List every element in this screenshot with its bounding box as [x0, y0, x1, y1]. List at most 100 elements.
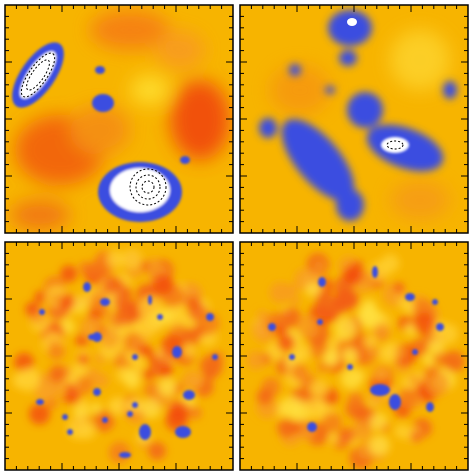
blue-spot — [148, 295, 152, 305]
heat-blob — [247, 351, 266, 370]
heat-blob — [49, 293, 61, 305]
blue-spot — [36, 399, 44, 405]
blue-spot — [132, 402, 138, 408]
heat-blob — [257, 310, 268, 321]
heat-blob — [343, 265, 363, 285]
panel-bottom-right — [240, 242, 468, 470]
blue-spot — [183, 390, 195, 400]
blue-spot — [88, 334, 96, 340]
heat-blob — [277, 334, 295, 352]
heat-blob — [124, 369, 141, 386]
heat-blob — [134, 360, 145, 371]
heat-blob — [65, 389, 81, 405]
heat-blob — [373, 323, 390, 340]
heat-blob — [409, 374, 420, 385]
blue-spot — [67, 429, 73, 435]
blue-spot — [157, 314, 163, 320]
heat-blob — [148, 442, 166, 460]
blue-spot — [405, 293, 415, 301]
blue-spot — [127, 411, 133, 417]
blue-spot — [307, 422, 317, 432]
heat-blob — [444, 351, 465, 372]
heat-blob — [342, 348, 358, 364]
blue-spot — [412, 349, 418, 355]
heat-blob — [339, 428, 355, 444]
heat-blob — [297, 316, 320, 339]
heat-blob — [47, 398, 58, 409]
heat-blob — [333, 298, 348, 313]
blue-spot — [119, 452, 131, 458]
heat-blob — [58, 294, 74, 310]
blue-spot — [426, 402, 434, 412]
blue-spot — [93, 388, 101, 396]
blue-spot — [432, 299, 438, 305]
heat-blob — [379, 344, 398, 363]
heat-blob — [49, 365, 67, 383]
heat-blob — [325, 353, 336, 364]
heat-blob — [86, 265, 100, 279]
heat-blob — [370, 413, 388, 431]
heat-blob — [413, 312, 435, 334]
heat-blob — [188, 406, 202, 420]
blue-spot — [83, 282, 91, 292]
blue-spot — [268, 323, 276, 331]
heat-blob — [106, 250, 124, 268]
blue-spot — [175, 426, 191, 438]
heat-blob — [94, 373, 109, 388]
heat-blob — [322, 412, 342, 432]
heat-blob — [182, 370, 203, 391]
blue-spot — [62, 414, 68, 420]
heat-blob — [160, 365, 173, 378]
white-core — [381, 137, 409, 153]
heat-blob — [352, 420, 372, 440]
heat-blob — [275, 325, 285, 335]
heat-blob — [34, 291, 47, 304]
heat-blob — [334, 317, 356, 339]
heat-blob — [287, 284, 298, 295]
heat-blob — [169, 401, 189, 421]
blue-spot — [370, 384, 390, 396]
heat-blob — [292, 364, 309, 381]
heat-blob — [113, 292, 132, 311]
heat-blob — [29, 403, 50, 424]
heat-blob — [182, 344, 196, 358]
heat-blob — [122, 249, 142, 269]
blue-spot — [39, 309, 45, 315]
blue-spot — [100, 298, 110, 306]
blue-spot — [139, 424, 151, 440]
heat-blob — [410, 431, 421, 442]
heat-blob — [341, 368, 362, 389]
heat-blob — [277, 419, 296, 438]
page: (() => { const data = JSON.parse(documen… — [0, 0, 470, 474]
blue-spot — [289, 354, 295, 360]
panel-bottom-left — [5, 242, 233, 470]
heat-blob — [306, 283, 320, 297]
heat-blob — [367, 346, 379, 358]
heat-blob — [394, 283, 404, 293]
heat-blob — [290, 295, 300, 305]
heat-blob — [106, 313, 118, 325]
heat-blob — [25, 302, 39, 316]
heat-blob — [103, 276, 122, 295]
heat-blob — [310, 380, 328, 398]
blue-spot — [318, 277, 326, 287]
heat-blob — [48, 343, 65, 360]
heat-blob — [373, 366, 389, 382]
blue-spot — [317, 319, 323, 325]
heat-blob — [425, 366, 438, 379]
blue-spot — [436, 323, 444, 331]
heat-blob — [292, 344, 311, 363]
white-core — [347, 18, 357, 26]
blue-spot — [172, 346, 182, 358]
blue-spot — [212, 354, 218, 360]
blue-spot — [132, 354, 138, 360]
heat-blob — [257, 389, 273, 405]
heat-blob — [186, 296, 201, 311]
heat-blob — [361, 299, 376, 314]
heat-blob — [152, 274, 173, 295]
heat-blob — [158, 377, 177, 396]
heat-blob — [348, 392, 363, 407]
blue-spot — [102, 417, 108, 423]
heat-blob — [397, 388, 418, 409]
blue-spot — [347, 364, 353, 370]
